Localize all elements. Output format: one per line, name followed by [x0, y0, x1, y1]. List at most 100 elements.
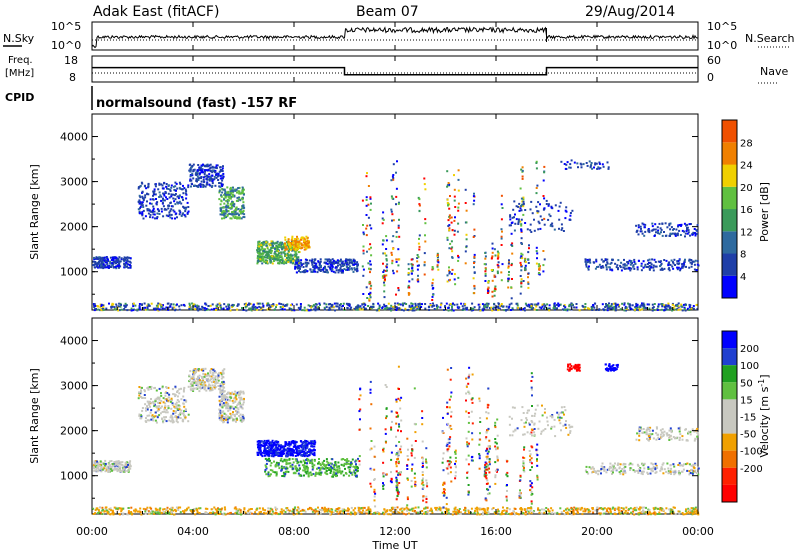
power-pixel — [278, 243, 281, 246]
power-pixel — [494, 285, 497, 288]
velocity-pixel — [210, 368, 213, 370]
velocity-pixel — [407, 512, 410, 515]
power-pixel — [351, 262, 354, 264]
power-pixel — [252, 306, 255, 309]
power-pixel — [585, 262, 588, 265]
power-pixel — [310, 270, 313, 273]
power-pixel — [531, 303, 534, 306]
velocity-pixel — [313, 509, 316, 512]
velocity-pixel — [139, 414, 142, 417]
power-pixel — [329, 303, 332, 305]
power-pixel — [176, 216, 178, 219]
power-pixel — [228, 212, 231, 215]
power-pixel — [233, 194, 236, 197]
power-pixel — [689, 223, 692, 225]
power-pixel — [692, 231, 695, 234]
velocity-pixel — [619, 507, 621, 510]
velocity-pixel — [144, 508, 147, 511]
power-pixel — [137, 186, 140, 189]
power-pixel — [489, 307, 491, 309]
velocity-pixel — [405, 513, 407, 516]
power-pixel — [656, 226, 659, 229]
power-pixel — [248, 303, 250, 306]
power-pixel — [297, 258, 300, 261]
velocity-pixel — [93, 466, 95, 469]
power-pixel — [205, 164, 208, 167]
velocity-pixel — [158, 508, 161, 511]
power-pixel — [520, 230, 523, 233]
power-pixel — [450, 309, 453, 312]
power-pixel — [598, 167, 601, 170]
power-pixel — [107, 260, 110, 263]
power-pixel — [99, 306, 102, 309]
velocity-pixel — [510, 513, 513, 516]
velocity-pixel — [673, 506, 676, 509]
power-pixel — [111, 304, 114, 306]
power-pixel — [368, 293, 370, 295]
power-pixel — [264, 250, 267, 253]
power-pixel — [225, 204, 228, 207]
power-pixel — [514, 213, 516, 216]
velocity-pixel — [538, 509, 541, 512]
velocity-pixel — [105, 464, 108, 467]
power-pixel — [239, 208, 242, 211]
power-pixel — [299, 265, 302, 268]
power-pixel — [496, 263, 499, 266]
power-pixel — [181, 213, 184, 216]
power-pixel — [528, 244, 530, 247]
velocity-pixel — [138, 414, 141, 417]
power-pixel — [156, 307, 158, 310]
velocity-pixel — [110, 466, 113, 469]
power-pixel — [146, 209, 149, 212]
power-pixel — [599, 167, 602, 170]
power-pixel — [269, 257, 272, 260]
velocity-pixel — [153, 387, 156, 390]
velocity-pixel — [468, 511, 470, 514]
velocity-pixel — [187, 413, 190, 416]
power-pixel — [167, 204, 170, 207]
velocity-pixel — [586, 508, 589, 510]
velocity-pixel — [178, 392, 181, 395]
power-pixel — [124, 302, 127, 305]
power-pixel — [500, 228, 503, 231]
velocity-pixel — [146, 387, 149, 390]
power-pixel — [288, 256, 291, 259]
power-pixel — [139, 196, 142, 199]
velocity-pixel — [581, 513, 584, 516]
power-pixel — [383, 281, 385, 284]
power-pixel — [311, 271, 314, 273]
power-pixel — [554, 204, 557, 207]
power-pixel — [191, 172, 194, 175]
power-pixel — [396, 160, 398, 163]
velocity-pixel — [343, 509, 346, 512]
power-pixel — [520, 205, 523, 207]
power-pixel — [369, 224, 372, 227]
power-pixel — [446, 170, 449, 173]
velocity-pixel — [204, 375, 207, 378]
power-pixel — [415, 306, 418, 309]
velocity-pixel — [146, 406, 149, 409]
power-pixel — [219, 203, 222, 206]
power-pixel — [693, 232, 696, 234]
velocity-pixel — [122, 507, 125, 510]
power-pixel — [593, 306, 596, 309]
power-pixel — [641, 222, 644, 225]
velocity-pixel — [111, 509, 114, 512]
velocity-pixel — [149, 411, 152, 414]
power-pixel — [657, 305, 660, 308]
velocity-pixel — [120, 463, 123, 466]
power-pixel — [485, 306, 488, 309]
velocity-pixel — [482, 513, 484, 516]
power-pixel — [211, 303, 214, 306]
power-pixel — [527, 262, 530, 264]
power-pixel — [144, 196, 147, 199]
power-pixel — [324, 271, 327, 273]
velocity-pixel — [171, 404, 174, 406]
power-pixel — [354, 268, 357, 271]
power-pixel — [511, 308, 514, 311]
power-pixel — [367, 305, 370, 307]
velocity-pixel — [296, 509, 299, 512]
power-pixel — [146, 200, 148, 203]
power-pixel — [536, 210, 539, 213]
power-pixel — [173, 306, 176, 309]
